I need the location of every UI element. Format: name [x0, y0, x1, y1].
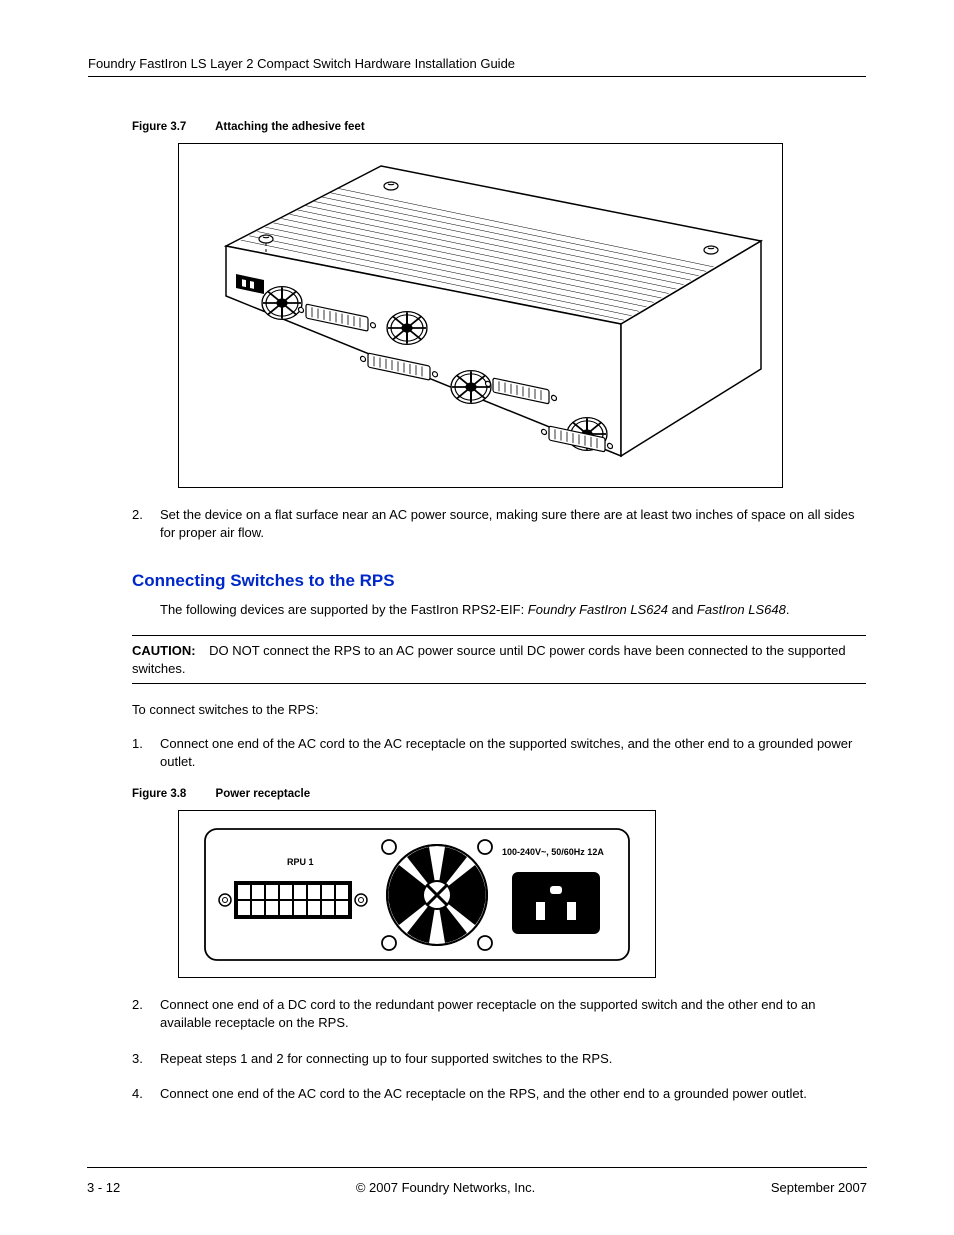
switch-bottom-diagram [181, 146, 781, 486]
step-3: 3. Repeat steps 1 and 2 for connecting u… [132, 1050, 866, 1068]
rpu-label: RPU 1 [287, 857, 314, 867]
step-2: 2. Connect one end of a DC cord to the r… [132, 996, 866, 1031]
step-text: Connect one end of a DC cord to the redu… [160, 996, 866, 1031]
figure-number: Figure 3.7 [132, 121, 186, 133]
step-number: 3. [132, 1050, 160, 1068]
step-number: 4. [132, 1085, 160, 1103]
top-step-2: 2. Set the device on a flat surface near… [132, 506, 866, 541]
footer-date: September 2007 [771, 1180, 867, 1195]
footer-copyright: © 2007 Foundry Networks, Inc. [356, 1180, 535, 1195]
intro-suffix: . [786, 602, 790, 617]
caution-text: DO NOT connect the RPS to an AC power so… [132, 643, 846, 676]
step-number: 1. [132, 735, 160, 770]
figure-title: Attaching the adhesive feet [215, 121, 365, 133]
footer-page-number: 3 - 12 [87, 1180, 120, 1195]
figure-3-8-image: RPU 1 [178, 810, 656, 978]
step-text: Connect one end of the AC cord to the AC… [160, 1085, 866, 1103]
figure-number: Figure 3.8 [132, 788, 186, 800]
figure-3-7-image [178, 143, 783, 488]
figure-title: Power receptacle [216, 788, 311, 800]
page-footer: 3 - 12 © 2007 Foundry Networks, Inc. Sep… [87, 1167, 867, 1195]
power-receptacle-diagram: RPU 1 [187, 817, 647, 972]
step-1: 1. Connect one end of the AC cord to the… [132, 735, 866, 770]
device-2: FastIron LS648 [697, 602, 786, 617]
intro-joiner: and [668, 602, 697, 617]
step-text: Repeat steps 1 and 2 for connecting up t… [160, 1050, 866, 1068]
caution-box: CAUTION: DO NOT connect the RPS to an AC… [132, 635, 866, 684]
step-text: Connect one end of the AC cord to the AC… [160, 735, 866, 770]
step-4: 4. Connect one end of the AC cord to the… [132, 1085, 866, 1103]
figure-3-7-caption: Figure 3.7 Attaching the adhesive feet [132, 121, 866, 133]
device-1: Foundry FastIron LS624 [528, 602, 668, 617]
intro-paragraph: The following devices are supported by t… [160, 601, 866, 619]
caution-label: CAUTION: [132, 643, 196, 658]
section-heading: Connecting Switches to the RPS [132, 571, 866, 591]
figure-3-8-caption: Figure 3.8 Power receptacle [132, 788, 866, 800]
page-container: Foundry FastIron LS Layer 2 Compact Swit… [0, 0, 954, 1235]
header-title: Foundry FastIron LS Layer 2 Compact Swit… [88, 56, 515, 71]
intro-prefix: The following devices are supported by t… [160, 602, 528, 617]
step-text: Set the device on a flat surface near an… [160, 506, 866, 541]
voltage-label: 100-240V~, 50/60Hz 12A [502, 847, 604, 857]
steps-intro: To connect switches to the RPS: [132, 702, 866, 717]
step-number: 2. [132, 506, 160, 541]
step-number: 2. [132, 996, 160, 1031]
page-header: Foundry FastIron LS Layer 2 Compact Swit… [88, 56, 866, 77]
